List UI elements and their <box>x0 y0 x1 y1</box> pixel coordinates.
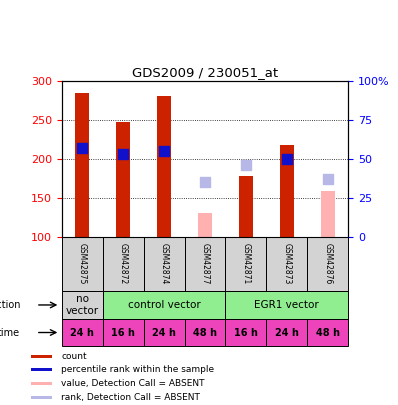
Bar <box>239 177 253 237</box>
Point <box>325 176 331 182</box>
Text: EGR1 vector: EGR1 vector <box>254 300 319 310</box>
Text: 24 h: 24 h <box>275 328 299 337</box>
Text: rank, Detection Call = ABSENT: rank, Detection Call = ABSENT <box>61 392 200 402</box>
Text: percentile rank within the sample: percentile rank within the sample <box>61 365 215 374</box>
Point <box>202 179 208 185</box>
Text: control vector: control vector <box>128 300 201 310</box>
Bar <box>307 237 348 291</box>
Bar <box>31 368 52 371</box>
Text: 24 h: 24 h <box>70 328 94 337</box>
Bar <box>185 319 225 346</box>
Bar <box>62 319 103 346</box>
Point <box>120 151 126 157</box>
Bar <box>75 93 89 237</box>
Bar <box>225 291 348 319</box>
Text: time: time <box>0 328 20 337</box>
Text: GSM42871: GSM42871 <box>242 243 250 284</box>
Point <box>161 147 167 154</box>
Text: 48 h: 48 h <box>316 328 340 337</box>
Bar <box>103 291 225 319</box>
Bar <box>157 96 171 237</box>
Point <box>79 145 85 151</box>
Point <box>243 162 249 168</box>
Text: 48 h: 48 h <box>193 328 217 337</box>
Bar <box>185 237 225 291</box>
Text: value, Detection Call = ABSENT: value, Detection Call = ABSENT <box>61 379 205 388</box>
Text: GSM42877: GSM42877 <box>201 243 209 285</box>
Bar <box>307 319 348 346</box>
Text: GSM42875: GSM42875 <box>78 243 87 285</box>
Text: 16 h: 16 h <box>111 328 135 337</box>
Bar <box>266 237 307 291</box>
Bar <box>31 396 52 399</box>
Text: GSM42876: GSM42876 <box>323 243 332 285</box>
Text: count: count <box>61 352 87 360</box>
Bar <box>103 319 144 346</box>
Bar <box>103 237 144 291</box>
Text: infection: infection <box>0 300 20 310</box>
Title: GDS2009 / 230051_at: GDS2009 / 230051_at <box>132 66 278 79</box>
Bar <box>31 355 52 358</box>
Bar <box>225 319 266 346</box>
Text: 24 h: 24 h <box>152 328 176 337</box>
Text: no
vector: no vector <box>66 294 99 316</box>
Bar <box>198 213 212 237</box>
Bar <box>116 122 130 237</box>
Point <box>284 156 290 162</box>
Bar <box>62 237 103 291</box>
Bar <box>144 237 185 291</box>
Bar <box>225 237 266 291</box>
Bar <box>266 319 307 346</box>
Text: GSM42874: GSM42874 <box>160 243 168 285</box>
Text: 16 h: 16 h <box>234 328 258 337</box>
Bar <box>62 291 103 319</box>
Bar <box>31 382 52 385</box>
Bar <box>280 145 294 237</box>
Text: GSM42872: GSM42872 <box>119 243 128 284</box>
Bar <box>321 191 335 237</box>
Text: GSM42873: GSM42873 <box>282 243 291 285</box>
Bar <box>144 319 185 346</box>
